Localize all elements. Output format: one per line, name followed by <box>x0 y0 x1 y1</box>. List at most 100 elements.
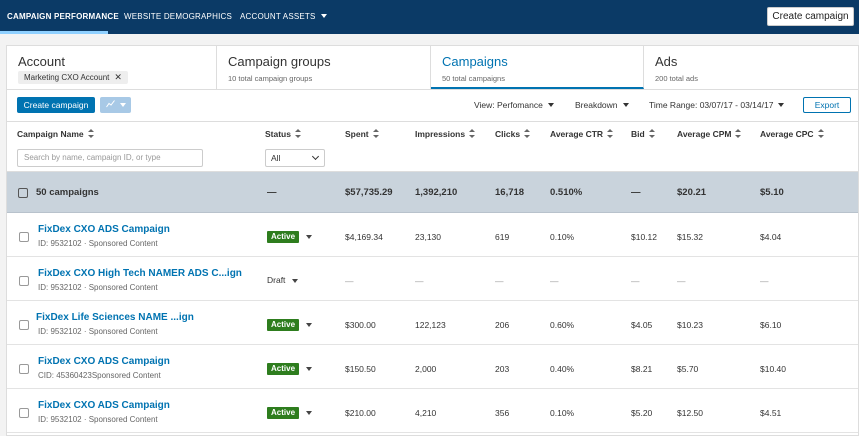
status-filter-select[interactable]: All <box>265 149 325 167</box>
status-draft[interactable]: Draft <box>267 275 285 285</box>
sort-icon <box>735 129 742 138</box>
select-all-checkbox[interactable] <box>18 188 28 198</box>
status-badge[interactable]: Active <box>267 407 300 419</box>
header-label: Average CPC <box>760 129 814 139</box>
chart-dropdown-button[interactable] <box>100 97 131 113</box>
row-checkbox[interactable] <box>19 408 29 418</box>
status-badge[interactable]: Active <box>267 231 300 243</box>
active-tab-indicator <box>0 31 108 34</box>
cell-cpc: $4.51 <box>760 408 782 418</box>
level-campaign-groups[interactable]: Campaign groups 10 total campaign groups <box>217 46 431 89</box>
export-button[interactable]: Export <box>803 97 851 113</box>
summary-spent: $57,735.29 <box>345 187 393 198</box>
view-dropdown[interactable]: View: Perfomance <box>474 100 554 110</box>
header-average-cpm[interactable]: Average CPM <box>677 129 742 139</box>
header-label: Average CTR <box>550 129 604 139</box>
caret-down-icon[interactable] <box>306 367 312 371</box>
cell-ctr: 0.60% <box>550 320 575 330</box>
level-campaigns[interactable]: Campaigns 50 total campaigns <box>431 46 644 89</box>
caret-down-icon[interactable] <box>306 323 312 327</box>
table-row[interactable]: FixDex CXO ADS Campaign CID: 45360423Spo… <box>7 345 858 389</box>
row-checkbox[interactable] <box>19 276 29 286</box>
header-label: Campaign Name <box>17 129 84 139</box>
status-badge[interactable]: Active <box>267 319 300 331</box>
tab-account-assets[interactable]: ACCOUNT ASSETS <box>240 12 327 21</box>
campaign-meta: ID: 9532102 · Sponsored Content <box>38 327 158 336</box>
header-label: Status <box>265 129 291 139</box>
table-row[interactable]: FixDex Life Sciences NAME ...ign ID: 953… <box>7 301 858 345</box>
header-average-cpc[interactable]: Average CPC <box>760 129 824 139</box>
status-badge[interactable]: Active <box>267 363 300 375</box>
summary-cpm: $20.21 <box>677 187 707 198</box>
table-row[interactable]: FixDex CXO ADS Campaign ID: 9532102 · Sp… <box>7 389 858 433</box>
header-average-ctr[interactable]: Average CTR <box>550 129 614 139</box>
row-checkbox[interactable] <box>19 364 29 374</box>
caret-down-icon <box>320 14 327 18</box>
campaign-meta: ID: 9532102 · Sponsored Content <box>38 415 158 424</box>
summary-ctr: 0.510% <box>550 187 583 198</box>
cell-spent: $4,169.34 <box>345 232 383 242</box>
tab-website-demographics[interactable]: WEBSITE DEMOGRAPHICS <box>124 12 233 21</box>
cell-bid: — <box>631 276 640 286</box>
cell-spent: $150.50 <box>345 364 376 374</box>
caret-down-icon <box>622 103 629 107</box>
row-checkbox[interactable] <box>19 232 29 242</box>
time-range-dropdown[interactable]: Time Range: 03/07/17 - 03/14/17 <box>649 100 785 110</box>
header-label: Clicks <box>495 129 521 139</box>
sort-icon <box>87 129 94 138</box>
campaign-name-link[interactable]: FixDex CXO ADS Campaign <box>38 400 170 411</box>
cell-bid: $5.20 <box>631 408 653 418</box>
main-panel: Account Marketing CXO Account ✕ Campaign … <box>6 45 859 436</box>
summary-cpc: $5.10 <box>760 187 784 198</box>
sort-icon <box>294 129 301 138</box>
caret-down-icon <box>778 103 785 107</box>
search-input[interactable]: Search by name, campaign ID, or type <box>17 149 203 167</box>
campaign-name-link[interactable]: FixDex Life Sciences NAME ...ign <box>36 312 194 323</box>
caret-down-icon <box>547 103 554 107</box>
breakdown-dropdown[interactable]: Breakdown <box>575 100 629 110</box>
account-chip: Marketing CXO Account ✕ <box>18 71 128 84</box>
create-campaign-top-button[interactable]: Create campaign <box>767 7 854 26</box>
close-icon[interactable]: ✕ <box>114 72 122 82</box>
status-filter-value: All <box>271 153 281 163</box>
header-label: Bid <box>631 129 645 139</box>
cell-spent: — <box>345 276 354 286</box>
level-campaign-groups-title: Campaign groups <box>228 54 331 69</box>
caret-down-icon[interactable] <box>292 279 298 283</box>
table-row[interactable]: FixDex CXO ADS Campaign ID: 9532102 · Sp… <box>7 213 858 257</box>
header-status[interactable]: Status <box>265 129 301 139</box>
campaign-name-link[interactable]: FixDex CXO ADS Campaign <box>38 356 170 367</box>
summary-row: 50 campaigns — $57,735.29 1,392,210 16,7… <box>7 172 858 213</box>
top-nav: CAMPAIGN PERFORMANCE WEBSITE DEMOGRAPHIC… <box>0 0 859 34</box>
header-campaign-name[interactable]: Campaign Name <box>17 129 94 139</box>
level-ads-count: 200 total ads <box>655 74 698 83</box>
level-ads[interactable]: Ads 200 total ads <box>644 46 858 89</box>
cell-impressions: 4,210 <box>415 408 437 418</box>
caret-down-icon[interactable] <box>306 411 312 415</box>
level-account[interactable]: Account Marketing CXO Account ✕ <box>7 46 217 89</box>
summary-impressions: 1,392,210 <box>415 187 458 198</box>
tab-account-assets-label: ACCOUNT ASSETS <box>240 12 316 21</box>
cell-spent: $210.00 <box>345 408 376 418</box>
header-clicks[interactable]: Clicks <box>495 129 531 139</box>
cell-cpm: $5.70 <box>677 364 699 374</box>
cell-clicks: — <box>495 276 504 286</box>
header-label: Spent <box>345 129 369 139</box>
header-impressions[interactable]: Impressions <box>415 129 476 139</box>
sort-icon <box>817 129 824 138</box>
status-label: Draft <box>267 275 286 285</box>
sort-icon <box>648 129 655 138</box>
tab-campaign-performance[interactable]: CAMPAIGN PERFORMANCE <box>7 12 119 21</box>
campaign-name-link[interactable]: FixDex CXO ADS Campaign <box>38 224 170 235</box>
caret-down-icon[interactable] <box>306 235 312 239</box>
cell-impressions: 122,123 <box>415 320 446 330</box>
cell-cpm: $12.50 <box>677 408 703 418</box>
row-checkbox[interactable] <box>19 320 29 330</box>
create-campaign-button[interactable]: Create campaign <box>17 97 95 113</box>
header-spent[interactable]: Spent <box>345 129 379 139</box>
campaign-name-link[interactable]: FixDex CXO High Tech NAMER ADS C...ign <box>38 268 242 279</box>
chart-icon <box>106 100 115 108</box>
header-bid[interactable]: Bid <box>631 129 655 139</box>
table-row[interactable]: FixDex CXO High Tech NAMER ADS C...ign I… <box>7 257 858 301</box>
cell-ctr: — <box>550 276 559 286</box>
